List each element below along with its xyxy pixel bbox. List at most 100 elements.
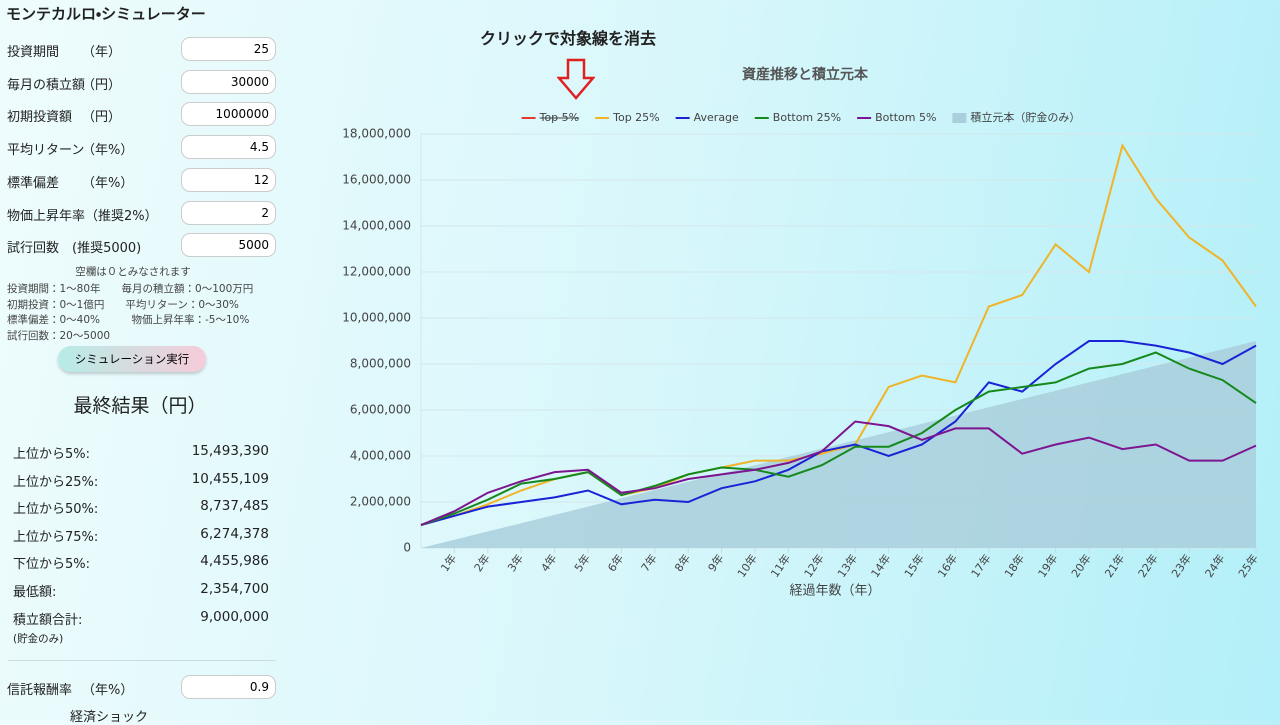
result-value: 10,455,109 xyxy=(191,470,269,487)
result-value: 4,455,986 xyxy=(200,553,269,570)
field-input[interactable] xyxy=(181,233,276,258)
x-axis-label: 経過年数（年） xyxy=(789,584,880,599)
legend-item: Average xyxy=(675,111,739,124)
arrow xyxy=(557,58,595,100)
results-note: (貯金のみ) xyxy=(13,633,64,645)
field-unit: （年） xyxy=(82,45,122,60)
field-unit: （円） xyxy=(82,110,122,126)
x-tick-label: 21年 xyxy=(1102,551,1128,580)
x-tick-label: 10年 xyxy=(734,551,760,580)
legend: Top 5% Top 25% Average Bottom 25% Bottom 5% 積… xyxy=(521,110,1080,124)
note: 標準偏差：0～40% 物価上昇年率：-5～10% xyxy=(7,314,250,327)
results-title: 最終結果（円） xyxy=(73,395,207,417)
x-tick-label: 23年 xyxy=(1168,551,1194,580)
field-input[interactable] xyxy=(181,102,276,127)
field-unit: （円） xyxy=(82,77,122,93)
fee-unit: （年%） xyxy=(82,683,134,698)
x-tick-label: 9年 xyxy=(705,551,727,574)
x-tick-label: 17年 xyxy=(968,551,994,580)
y-tick-label: 4,000,000 xyxy=(350,449,411,463)
result-label: 上位から5%: xyxy=(13,447,91,462)
note: 初期投資：0～1億円 平均リターン：0～30% xyxy=(7,298,239,311)
result-label: 最低額: xyxy=(13,585,57,600)
x-tick-label: 25年 xyxy=(1235,551,1261,580)
x-tick-label: 13年 xyxy=(834,551,860,580)
x-tick-label: 24年 xyxy=(1202,551,1228,580)
result-value: 8,737,485 xyxy=(200,498,269,515)
field-input[interactable] xyxy=(181,135,276,160)
x-tick-label: 3年 xyxy=(504,551,526,574)
result-label: 上位から25%: xyxy=(13,474,99,490)
fee-label: 信託報酬率 xyxy=(7,683,73,698)
x-tick-label: 15年 xyxy=(901,551,927,580)
legend-label: Top 25% xyxy=(612,111,660,124)
y-tick-label: 10,000,000 xyxy=(342,311,411,325)
field-label: 物価上昇年率（推奨2%） xyxy=(7,208,158,224)
field-label: 試行回数 (推奨5000) xyxy=(7,241,142,257)
y-tick-label: 0 xyxy=(403,541,411,555)
legend-item: Top 5% xyxy=(521,111,580,124)
legend-swatch xyxy=(952,113,967,123)
y-tick-label: 8,000,000 xyxy=(350,357,411,371)
result-value: 15,493,390 xyxy=(191,443,269,459)
note: 空欄は０とみなされます xyxy=(75,266,191,278)
x-tick-label: 4年 xyxy=(538,551,560,574)
legend-item: Bottom 25% xyxy=(754,111,841,124)
field-input[interactable] xyxy=(181,37,276,61)
annotation: クリックで対象線を消去 xyxy=(480,29,657,48)
y-tick-label: 16,000,000 xyxy=(342,173,411,187)
result-value: 2,354,700 xyxy=(200,581,269,597)
note: 試行回数：20～5000 xyxy=(7,330,111,343)
x-tick-label: 5年 xyxy=(571,551,593,574)
legend-label: 積立元本（貯金のみ） xyxy=(970,110,1080,124)
x-tick-label: 19年 xyxy=(1035,551,1061,580)
field-label: 標準偏差 xyxy=(7,175,60,191)
x-tick-label: 8年 xyxy=(671,551,693,574)
field-label: 投資期間 xyxy=(7,45,60,60)
x-tick-label: 18年 xyxy=(1001,551,1027,580)
legend-item: 積立元本（貯金のみ） xyxy=(952,110,1080,124)
result-label: 上位から75%: xyxy=(13,529,99,545)
field-label: 初期投資額 xyxy=(7,110,73,126)
result-value: 9,000,000 xyxy=(200,608,269,625)
legend-label: Bottom 5% xyxy=(875,111,936,124)
y-tick-label: 14,000,000 xyxy=(342,219,411,233)
result-label: 積立額合計: xyxy=(13,612,83,628)
x-tick-label: 2年 xyxy=(471,551,493,574)
x-tick-label: 12年 xyxy=(801,551,827,580)
field-label: 毎月の積立額 xyxy=(7,77,86,93)
run-button[interactable]: シミュレーション実行 xyxy=(58,346,206,372)
legend-label: Bottom 25% xyxy=(773,111,841,124)
field-input[interactable] xyxy=(181,69,276,94)
x-tick-label: 7年 xyxy=(638,551,660,574)
x-tick-label: 6年 xyxy=(605,551,627,574)
x-tick-label: 20年 xyxy=(1068,551,1094,580)
result-value: 6,274,378 xyxy=(200,525,269,542)
legend-label: Average xyxy=(694,111,739,124)
legend-item: Bottom 5% xyxy=(857,111,936,124)
divider xyxy=(8,660,276,661)
y-tick-label: 6,000,000 xyxy=(350,403,411,417)
line xyxy=(420,420,1257,526)
fee-input[interactable] xyxy=(181,675,276,699)
y-tick-label: 18,000,000 xyxy=(342,127,411,141)
x-tick-label: 16年 xyxy=(935,551,961,580)
field-input[interactable] xyxy=(181,200,276,225)
chart-title: 資産推移と積立元本 xyxy=(742,66,869,83)
note: 投資期間：1～80年 毎月の積立額：0～100万円 xyxy=(7,282,254,295)
x-tick-label: 14年 xyxy=(868,551,894,580)
result-label: 下位から5%: xyxy=(13,557,91,573)
result-label: 上位から50%: xyxy=(13,502,99,518)
line xyxy=(420,351,1257,526)
y-tick-label: 2,000,000 xyxy=(350,495,411,509)
field-unit: （年%） xyxy=(82,175,134,191)
x-tick-label: 11年 xyxy=(768,551,794,580)
y-tick-label: 12,000,000 xyxy=(342,265,411,279)
area xyxy=(421,341,1256,548)
app-title: モンテカルロ・シミュレーター xyxy=(6,5,206,23)
field-input[interactable] xyxy=(181,167,276,192)
line xyxy=(420,340,1257,526)
